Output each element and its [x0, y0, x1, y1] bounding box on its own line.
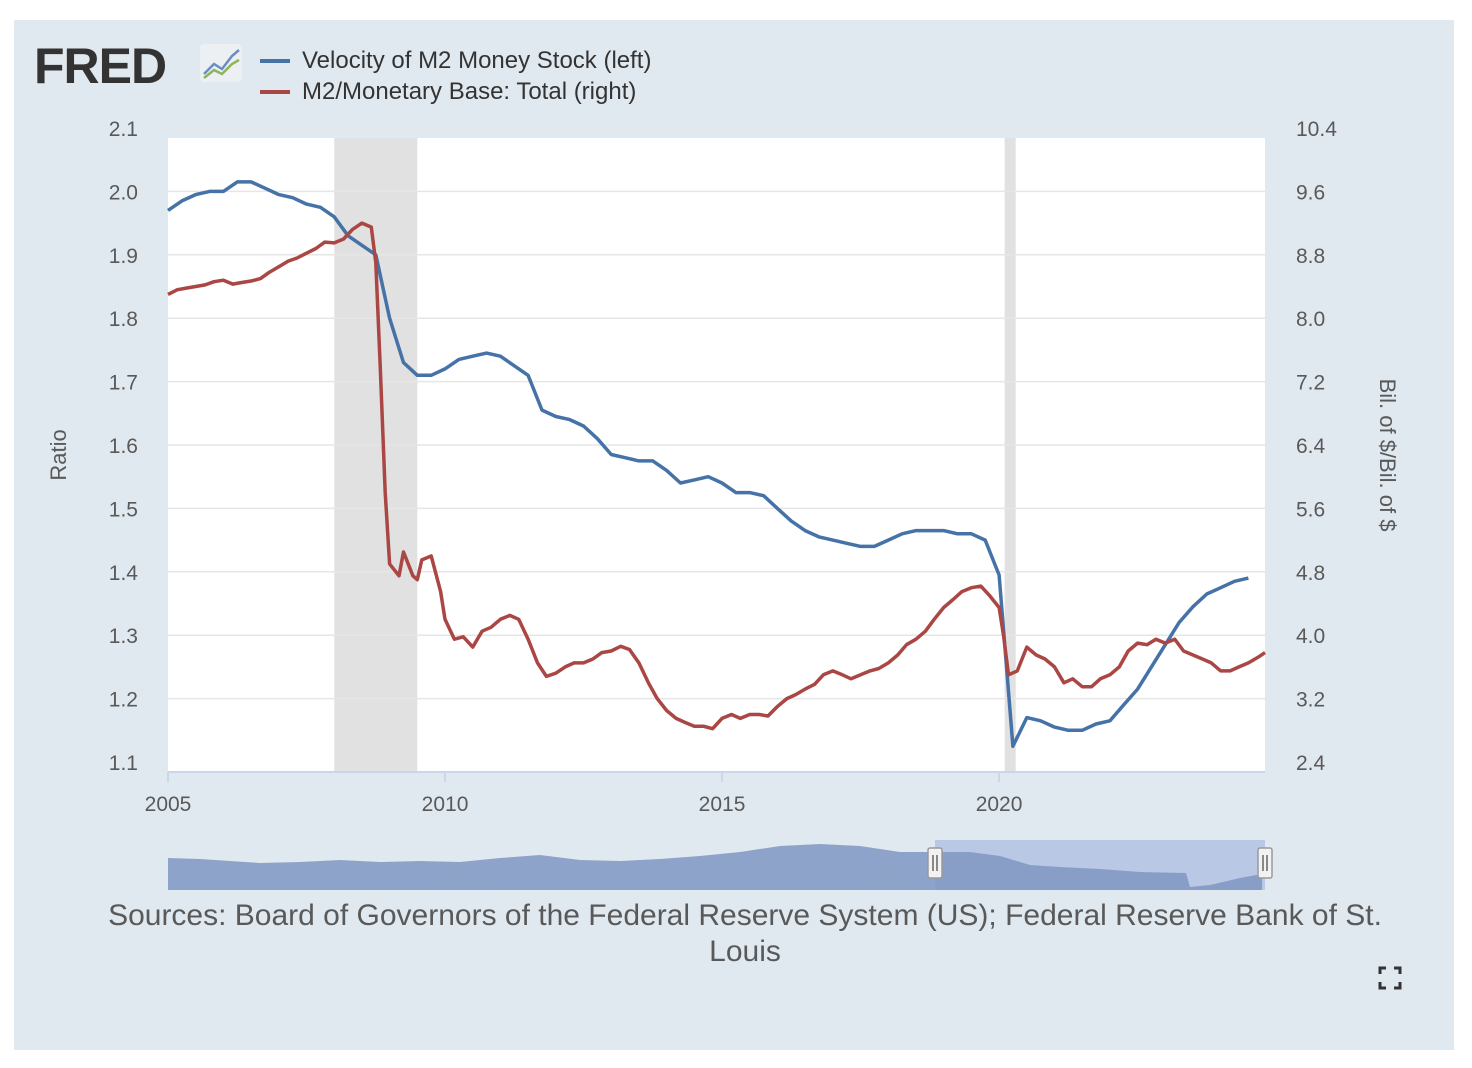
legend-swatch-m2-base: [260, 89, 290, 94]
x-tick-label: 2005: [145, 793, 192, 816]
fred-chart-line-icon: [200, 44, 242, 82]
y-right-tick-label: 9.6: [1296, 181, 1325, 204]
y-axis-left-title: Ratio: [46, 429, 71, 480]
recession-band-0: [334, 138, 418, 772]
y-right-tick-label: 8.0: [1296, 308, 1325, 331]
y-left-tick-label: 1.3: [109, 625, 138, 648]
fred-logo-text: FRED: [34, 38, 166, 94]
navigator-right-handle[interactable]: [1257, 847, 1273, 879]
y-left-tick-label: 1.5: [109, 498, 138, 521]
y-left-tick-label: 1.8: [109, 308, 138, 331]
axes: 1.1 1.2 1.3 1.4 1.5 1.6 1.7 1.8 1.9 2.0 2.1 2.4 3.2 4…: [109, 118, 1337, 816]
legend-label-velocity: Velocity of M2 Money Stock (left): [302, 46, 652, 74]
range-navigator[interactable]: 1975 2000: [0, 830, 1472, 910]
x-tick-label: 2020: [976, 793, 1023, 816]
legend-label-m2-base: M2/Monetary Base: Total (right): [302, 77, 637, 105]
y-right-tick-label: 8.8: [1296, 245, 1325, 268]
y-right-tick-label: 4.8: [1296, 562, 1325, 585]
y-right-tick-label: 2.4: [1296, 752, 1326, 775]
navigator-year-1975: 1975: [443, 865, 488, 887]
y-left-tick-label: 1.2: [109, 689, 138, 712]
y-right-tick-label: 4.0: [1296, 625, 1325, 648]
y-right-tick-label: 5.6: [1296, 498, 1325, 521]
y-left-tick-label: 1.6: [109, 435, 138, 458]
line-chart: 1.1 1.2 1.3 1.4 1.5 1.6 1.7 1.8 1.9 2.0 2.1 2.4 3.2 4…: [46, 118, 1400, 816]
y-right-tick-label: 10.4: [1296, 118, 1337, 141]
legend-item-m2-base[interactable]: M2/Monetary Base: Total (right): [260, 76, 651, 107]
y-left-tick-label: 1.7: [109, 372, 138, 395]
fred-logo[interactable]: FRED: [34, 36, 264, 106]
y-left-tick-label: 1.9: [109, 245, 138, 268]
navigator-year-2000: 2000: [862, 865, 907, 887]
navigator-left-handle[interactable]: [927, 847, 943, 879]
fullscreen-icon[interactable]: [1377, 965, 1403, 991]
chart-legend: Velocity of M2 Money Stock (left) M2/Mon…: [260, 45, 651, 107]
y-left-tick-label: 1.4: [109, 562, 139, 585]
gridlines: [168, 127, 1265, 700]
legend-swatch-velocity: [260, 58, 290, 63]
series-line-m2-base: [167, 221, 1266, 731]
x-tick-label: 2015: [699, 793, 746, 816]
legend-item-velocity[interactable]: Velocity of M2 Money Stock (left): [260, 45, 651, 76]
source-note: Sources: Board of Governors of the Feder…: [108, 899, 1382, 968]
navigator-area-series: [168, 844, 1262, 890]
y-left-tick-label: 1.1: [109, 752, 138, 775]
series-lines: [167, 180, 1266, 748]
y-right-tick-label: 7.2: [1296, 372, 1325, 395]
recession-shading: [334, 138, 1016, 772]
recession-band-1: [1004, 138, 1016, 772]
y-right-tick-label: 3.2: [1296, 689, 1325, 712]
y-right-tick-label: 6.4: [1296, 435, 1326, 458]
y-left-tick-label: 2.1: [109, 118, 138, 141]
x-tick-label: 2010: [422, 793, 469, 816]
y-left-tick-label: 2.0: [109, 181, 138, 204]
y-axis-right-title: Bil. of $/Bil. of $: [1375, 379, 1400, 532]
